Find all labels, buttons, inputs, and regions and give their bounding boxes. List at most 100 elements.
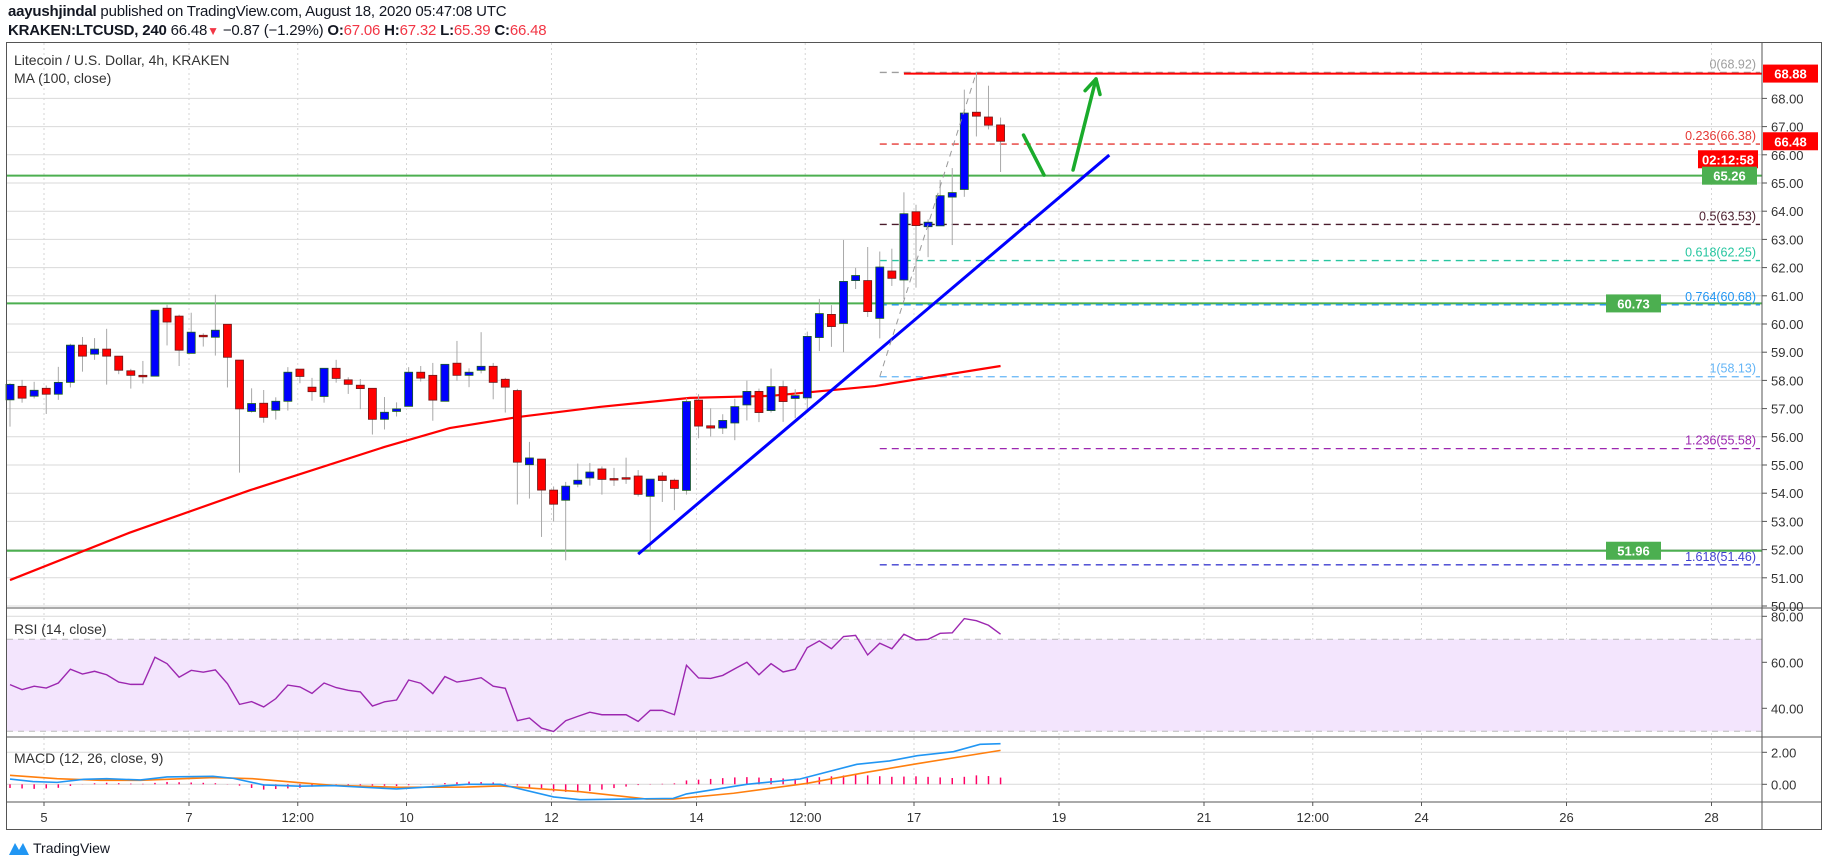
candle-down <box>597 468 607 480</box>
rsi-layer <box>9 617 1001 733</box>
candle-up <box>210 329 220 338</box>
candle-down <box>367 387 377 420</box>
time-axis-label: 12:00 <box>281 810 314 825</box>
down-triangle-icon: ▼ <box>207 24 219 38</box>
candle-down <box>114 355 124 371</box>
price-axis-label: 58.00 <box>1771 373 1804 388</box>
candle-up <box>380 411 389 420</box>
fib-level-label: 0.618(62.25) <box>1685 246 1756 260</box>
price-badge <box>1606 541 1661 560</box>
time-axis-label: 5 <box>40 810 47 825</box>
candles <box>5 72 1005 561</box>
arrow-head-icon <box>1083 77 1102 97</box>
candle-up <box>899 213 909 281</box>
rsi-legend[interactable]: RSI (14, close) <box>14 621 107 637</box>
price-badge-label: 66.48 <box>1774 134 1807 149</box>
price-axis-label: 61.00 <box>1771 289 1804 304</box>
price-axis-label: 52.00 <box>1771 543 1804 558</box>
rsi-line <box>9 617 1001 733</box>
candle-down <box>500 378 510 388</box>
candle-up <box>525 457 534 466</box>
price-axis-label: 51.00 <box>1771 571 1804 586</box>
price-badge-label: 60.73 <box>1617 296 1650 311</box>
candle-down <box>223 323 232 358</box>
tradingview-logo[interactable]: TradingView <box>8 840 110 856</box>
rsi-axis-label: 80.00 <box>1771 609 1804 624</box>
macd-legend[interactable]: MACD (12, 26, close, 9) <box>14 750 163 766</box>
time-axis-label: 12:00 <box>789 810 822 825</box>
candle-down <box>754 390 764 413</box>
open-label: O: <box>327 22 344 39</box>
macd-line <box>9 742 1001 801</box>
time-axis-label: 28 <box>1704 810 1718 825</box>
ma-legend[interactable]: MA (100, close) <box>14 70 111 86</box>
candle-down <box>827 314 836 327</box>
candle-up <box>440 363 450 402</box>
candle-up <box>573 479 583 485</box>
candle-up <box>682 401 691 491</box>
rsi-axis-label: 60.00 <box>1771 655 1804 670</box>
price-axis-label: 56.00 <box>1771 430 1804 445</box>
fib-level-label: 0.236(66.38) <box>1685 129 1756 143</box>
candle-up <box>271 400 281 411</box>
price-axis-label: 67.00 <box>1771 120 1804 135</box>
horizontal-levels[interactable]: 0(68.92) 0.236(66.38) 0.5(63.53) 0.618(62.2… <box>7 57 1762 566</box>
price-axis-label: 62.00 <box>1771 261 1804 276</box>
candle-down <box>488 365 498 383</box>
trendline[interactable] <box>637 153 1111 556</box>
price-badge <box>1702 166 1757 185</box>
fib-anchor-line[interactable] <box>879 72 977 377</box>
low-value: 65.39 <box>453 22 491 39</box>
price-axis-label: 53.00 <box>1771 514 1804 529</box>
candle-down <box>174 315 184 351</box>
candle-up <box>186 331 196 354</box>
candle-down <box>670 479 679 489</box>
candle-up <box>802 336 812 399</box>
candle-down <box>452 362 462 376</box>
drawings[interactable] <box>637 72 1111 556</box>
candle-up <box>66 344 75 383</box>
candle-down <box>331 367 341 379</box>
candle-down <box>549 489 558 505</box>
publish-info: aayushjindal published on TradingView.co… <box>8 3 507 20</box>
rsi-band <box>7 639 1762 732</box>
candle-up <box>404 371 414 407</box>
candle-up <box>283 371 293 402</box>
candle-up <box>851 275 860 281</box>
candle-up <box>90 348 99 355</box>
time-axis-label: 26 <box>1559 810 1573 825</box>
candle-down <box>984 116 993 126</box>
candle-down <box>911 211 921 226</box>
candle-down <box>138 374 148 378</box>
price-axis-label: 50.00 <box>1771 599 1804 614</box>
price-axis-label: 55.00 <box>1771 458 1804 473</box>
candle-down <box>863 280 873 312</box>
candle-down <box>694 399 703 427</box>
candle-down <box>307 386 317 393</box>
author-name[interactable]: aayushjindal <box>8 3 97 20</box>
close-label: C: <box>494 22 510 39</box>
high-label: H: <box>384 22 400 39</box>
price-axis-label: 63.00 <box>1771 232 1804 247</box>
footer-brand: TradingView <box>33 840 111 856</box>
candle-down <box>621 477 631 480</box>
macd-axis-label: 2.00 <box>1771 745 1796 760</box>
up-arrow[interactable] <box>1071 77 1098 172</box>
candle-up <box>392 408 401 412</box>
candle-down <box>295 368 305 377</box>
candle-down <box>512 390 522 463</box>
low-label: L: <box>440 22 454 39</box>
candle-up <box>53 381 63 395</box>
time-axis-label: 12:00 <box>1296 810 1329 825</box>
time-axis-label: 19 <box>1052 810 1066 825</box>
candle-up <box>5 383 15 401</box>
axes[interactable]: 50.0051.0052.0053.0054.0055.0056.0057.00… <box>40 91 1803 825</box>
time-axis-label: 24 <box>1414 810 1428 825</box>
candle-up <box>585 471 595 479</box>
candle-up <box>29 389 39 397</box>
candle-up <box>561 485 571 501</box>
time-axis-label: 14 <box>689 810 703 825</box>
pullback-stroke[interactable] <box>1021 133 1046 177</box>
chart-legend-title: Litecoin / U.S. Dollar, 4h, KRAKEN <box>14 52 230 68</box>
